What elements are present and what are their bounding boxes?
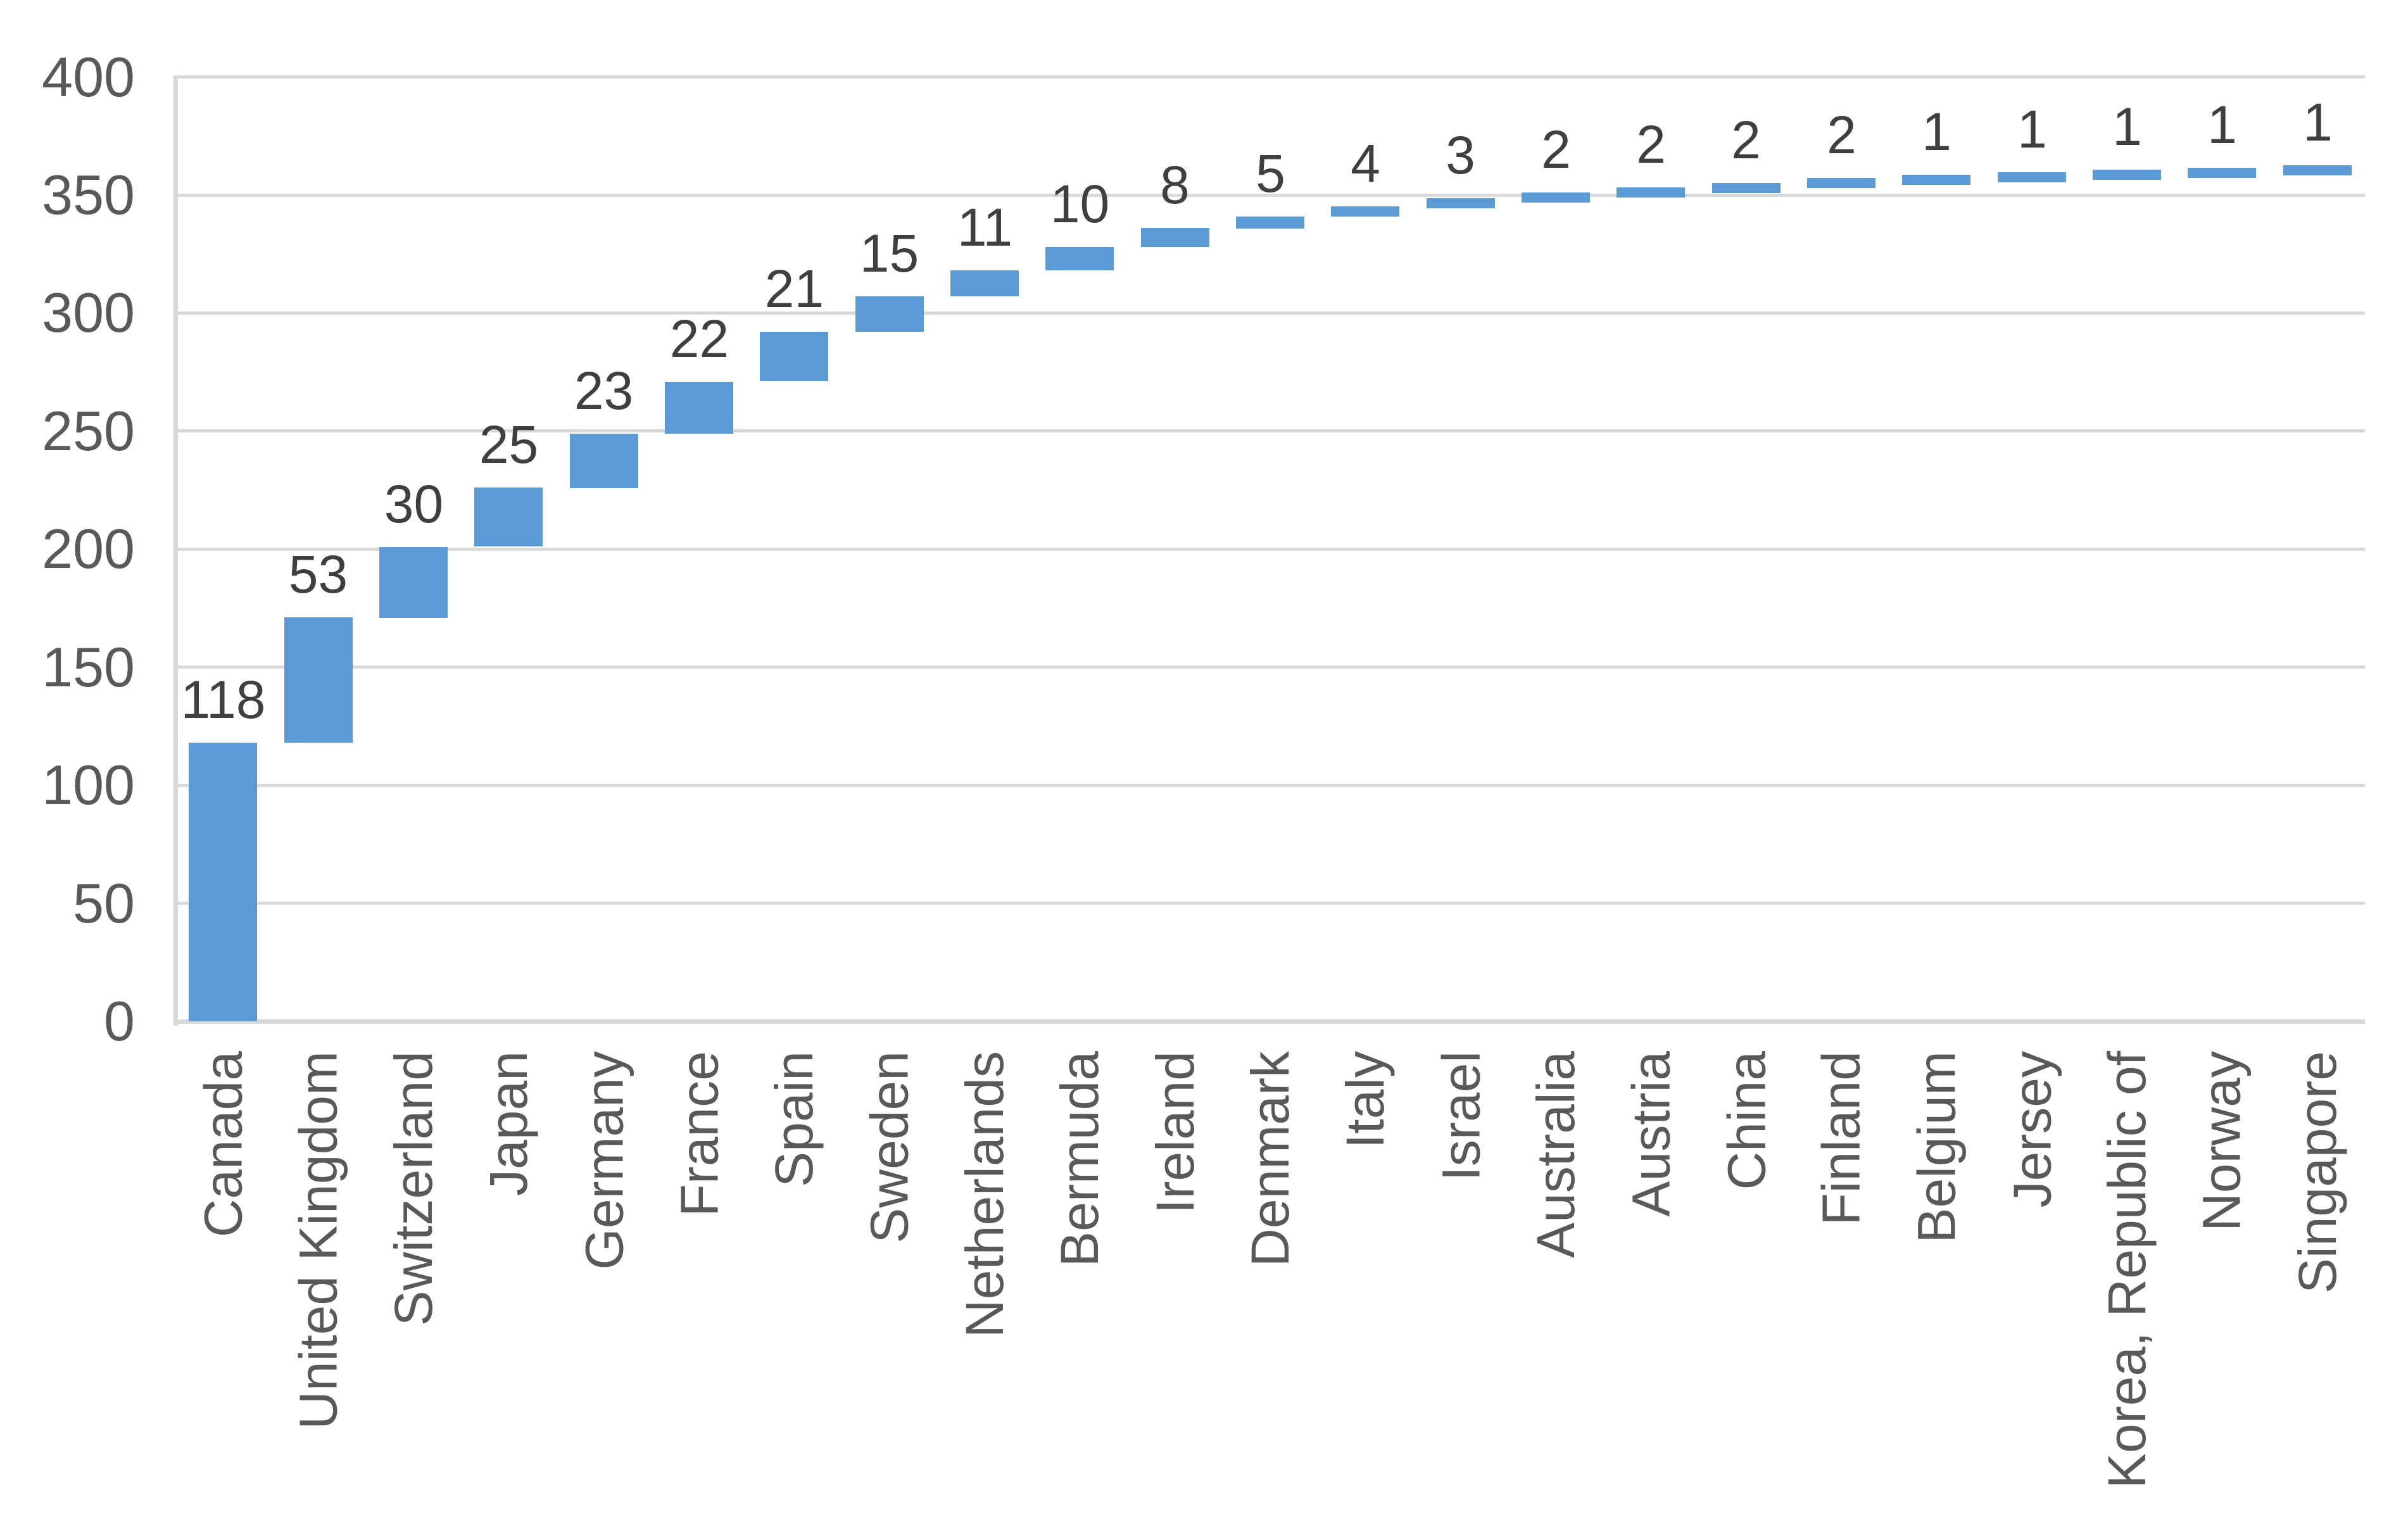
waterfall-bar [760, 332, 828, 381]
value-label: 1 [1922, 102, 1951, 161]
y-tick-label: 350 [42, 163, 135, 227]
category-label: Spain [764, 1051, 824, 1187]
waterfall-bar [1998, 172, 2066, 182]
waterfall-bar [570, 434, 638, 488]
value-label: 10 [1050, 174, 1110, 234]
category-label: Austria [1621, 1051, 1680, 1217]
category-label: Ireland [1145, 1051, 1205, 1214]
y-tick-label: 50 [73, 871, 135, 935]
category-label: Sweden [860, 1051, 919, 1244]
category-label: Bermuda [1050, 1051, 1109, 1267]
category-label: Israel [1431, 1051, 1491, 1181]
category-label: China [1717, 1051, 1776, 1190]
category-label: United Kingdom [289, 1051, 348, 1430]
gridline [175, 429, 2365, 433]
category-label: France [669, 1051, 729, 1217]
category-label: Korea, Republic of [2097, 1051, 2157, 1489]
y-tick-label: 200 [42, 517, 135, 581]
category-label: Australia [1526, 1051, 1585, 1258]
waterfall-bar [2188, 168, 2256, 178]
value-label: 1 [2017, 99, 2047, 159]
category-label: Singapore [2288, 1051, 2347, 1294]
value-label: 2 [1827, 105, 1856, 165]
y-tick-label: 100 [42, 753, 135, 817]
value-label: 15 [859, 224, 919, 283]
gridline [175, 193, 2365, 197]
waterfall-bar [2283, 165, 2352, 175]
value-label: 1 [2303, 92, 2333, 152]
y-tick-label: 0 [104, 990, 135, 1052]
waterfall-bar [665, 382, 733, 434]
y-tick-label: 250 [42, 399, 135, 462]
y-axis-line [173, 75, 178, 1026]
waterfall-bar [1617, 187, 1685, 198]
waterfall-bar [855, 296, 924, 332]
category-label: Jersey [2002, 1051, 2062, 1208]
waterfall-bar [1045, 247, 1114, 270]
gridline [175, 665, 2365, 669]
y-tick-label: 300 [42, 281, 135, 344]
category-label: Italy [1335, 1051, 1395, 1149]
value-label: 4 [1351, 134, 1380, 193]
gridline [175, 902, 2365, 905]
value-label: 53 [288, 545, 348, 604]
value-label: 11 [957, 198, 1013, 257]
waterfall-bar [1331, 206, 1399, 217]
gridline [175, 311, 2365, 315]
category-label: Switzerland [384, 1051, 443, 1326]
waterfall-bar [1902, 175, 1970, 185]
waterfall-bar [1141, 228, 1209, 247]
value-label: 5 [1256, 144, 1285, 203]
value-label: 3 [1446, 125, 1475, 185]
category-label: Belgium [1907, 1051, 1966, 1244]
y-tick-label: 150 [42, 635, 135, 698]
value-label: 30 [384, 474, 444, 534]
value-label: 118 [180, 670, 266, 729]
waterfall-bar [474, 488, 543, 546]
waterfall-bar [2093, 170, 2161, 180]
x-axis-line [175, 1019, 2365, 1024]
category-label: Finland [1812, 1051, 1871, 1226]
gridline [175, 783, 2365, 787]
category-label: Germany [574, 1051, 634, 1270]
category-label: Canada [193, 1051, 253, 1238]
waterfall-bar [1712, 183, 1781, 193]
category-label: Netherlands [955, 1051, 1014, 1338]
value-label: 2 [1636, 115, 1666, 174]
value-label: 1 [2112, 97, 2142, 156]
waterfall-bar [1427, 198, 1495, 208]
value-label: 25 [479, 415, 539, 474]
waterfall-bar [1522, 192, 1590, 203]
waterfall-bar [379, 547, 448, 618]
gridline [175, 547, 2365, 551]
waterfall-bar [189, 743, 257, 1021]
value-label: 2 [1731, 110, 1761, 170]
value-label: 22 [669, 309, 729, 368]
waterfall-bar [950, 270, 1019, 296]
value-label: 1 [2207, 95, 2237, 154]
value-label: 2 [1541, 120, 1571, 179]
gridline [175, 75, 2365, 79]
value-label: 23 [574, 361, 634, 420]
waterfall-bar [1236, 217, 1304, 229]
y-tick-label: 400 [42, 45, 135, 108]
waterfall-bar [1807, 178, 1875, 188]
value-label: 8 [1160, 155, 1190, 215]
value-label: 21 [764, 259, 824, 318]
category-label: Japan [479, 1051, 538, 1196]
waterfall-bar [284, 617, 353, 743]
category-label: Denmark [1240, 1051, 1300, 1267]
category-label: Norway [2192, 1051, 2252, 1231]
